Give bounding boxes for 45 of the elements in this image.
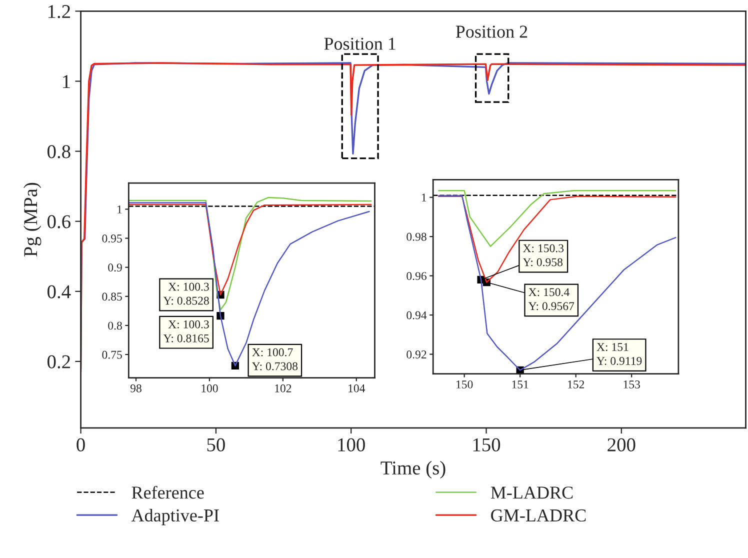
line-series — [128, 196, 372, 310]
annotation: X: 150.4 Y: 0.9567 — [528, 288, 574, 310]
legend-label: GM-LADRC — [491, 509, 586, 522]
y-tick-label: 0.8 — [48, 145, 70, 158]
y-tick-label: 0.94 — [406, 311, 427, 320]
x-tick-label: 102 — [275, 384, 292, 392]
x-tick-label: 152 — [568, 380, 584, 388]
x-axis-title: Time (s) — [380, 460, 446, 479]
y-axis-title: Pg (MPa) — [24, 182, 42, 257]
x-tick-label: 153 — [624, 380, 640, 388]
x-tick-label: 50 — [207, 438, 225, 452]
legend-label: Reference — [132, 486, 204, 499]
y-tick-label: 0.2 — [48, 355, 70, 368]
y-tick-label: 0.96 — [406, 272, 426, 280]
annotation: X: 150.3 Y: 0.958 — [522, 244, 564, 266]
y-tick-label: 0.8 — [108, 322, 122, 330]
legend-label: Adaptive-PI — [131, 508, 219, 526]
y-tick-label: 0.85 — [102, 292, 122, 301]
annotation: X: 151 Y: 0.9119 — [596, 343, 642, 366]
y-tick-label: 1 — [422, 194, 426, 202]
x-tick-label: 100 — [338, 438, 365, 452]
x-tick-label: 150 — [456, 380, 473, 388]
x-tick-label: 98 — [130, 384, 142, 392]
y-tick-label: 0.92 — [406, 350, 426, 359]
y-tick-label: 1.2 — [48, 5, 70, 18]
x-tick-label: 150 — [473, 438, 500, 452]
y-tick-label: 0.98 — [406, 232, 426, 241]
legend-label: M-LADRC — [490, 486, 573, 499]
annotation: X: 100.7 Y: 0.7308 — [252, 348, 298, 370]
x-tick-label: 200 — [608, 438, 636, 452]
x-tick-label: 0 — [76, 438, 85, 452]
y-tick-label: 0.4 — [48, 285, 71, 298]
annotation: X: 100.3 Y: 0.8165 — [163, 320, 209, 342]
x-tick-label: 100 — [202, 384, 218, 392]
x-tick-label: 104 — [348, 384, 366, 392]
y-tick-label: 0.9 — [108, 264, 122, 272]
annotation: X: 100.3 Y: 0.8528 — [163, 282, 209, 305]
y-tick-label: 1 — [63, 75, 70, 88]
y-tick-label: 0.6 — [48, 215, 70, 228]
y-tick-label: 0.75 — [102, 350, 122, 359]
y-tick-label: 0.95 — [102, 234, 122, 243]
annotation: Position 2 — [456, 26, 528, 38]
annotation: Position 1 — [324, 38, 396, 50]
y-tick-label: 1 — [118, 205, 122, 214]
x-tick-label: 151 — [512, 380, 528, 388]
